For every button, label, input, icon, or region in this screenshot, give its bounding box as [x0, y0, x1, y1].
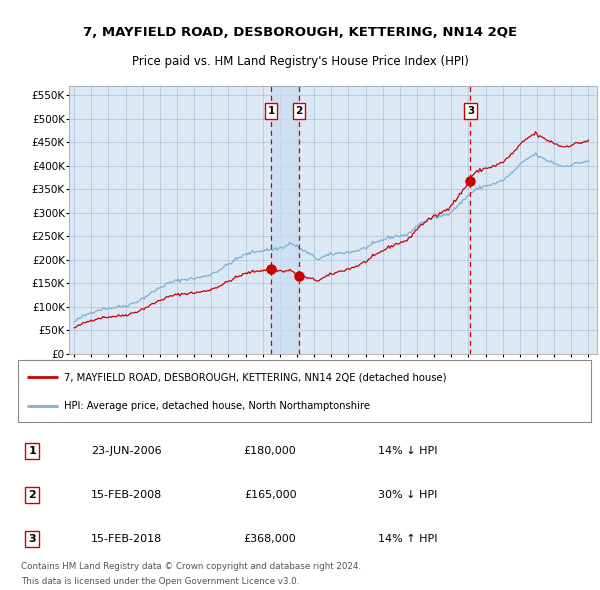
Text: £368,000: £368,000 [244, 534, 296, 544]
Text: 23-JUN-2006: 23-JUN-2006 [92, 447, 162, 456]
Text: This data is licensed under the Open Government Licence v3.0.: This data is licensed under the Open Gov… [21, 577, 299, 586]
Text: 1: 1 [28, 447, 36, 456]
Text: 7, MAYFIELD ROAD, DESBOROUGH, KETTERING, NN14 2QE (detached house): 7, MAYFIELD ROAD, DESBOROUGH, KETTERING,… [64, 372, 446, 382]
Text: 7, MAYFIELD ROAD, DESBOROUGH, KETTERING, NN14 2QE: 7, MAYFIELD ROAD, DESBOROUGH, KETTERING,… [83, 26, 517, 39]
Text: 1: 1 [268, 106, 275, 116]
Text: £180,000: £180,000 [244, 447, 296, 456]
Text: 3: 3 [29, 534, 36, 544]
Text: 14% ↓ HPI: 14% ↓ HPI [378, 447, 437, 456]
Text: 30% ↓ HPI: 30% ↓ HPI [378, 490, 437, 500]
Text: 3: 3 [467, 106, 474, 116]
Text: 15-FEB-2008: 15-FEB-2008 [91, 490, 163, 500]
Text: 2: 2 [295, 106, 302, 116]
Bar [271, 86, 299, 354]
Text: Price paid vs. HM Land Registry's House Price Index (HPI): Price paid vs. HM Land Registry's House … [131, 55, 469, 68]
Text: HPI: Average price, detached house, North Northamptonshire: HPI: Average price, detached house, Nort… [64, 401, 370, 411]
Text: 15-FEB-2018: 15-FEB-2018 [91, 534, 163, 544]
Text: £165,000: £165,000 [244, 490, 296, 500]
Text: 2: 2 [28, 490, 36, 500]
FancyBboxPatch shape [18, 360, 591, 422]
Text: 14% ↑ HPI: 14% ↑ HPI [378, 534, 437, 544]
Text: Contains HM Land Registry data © Crown copyright and database right 2024.: Contains HM Land Registry data © Crown c… [21, 562, 361, 571]
